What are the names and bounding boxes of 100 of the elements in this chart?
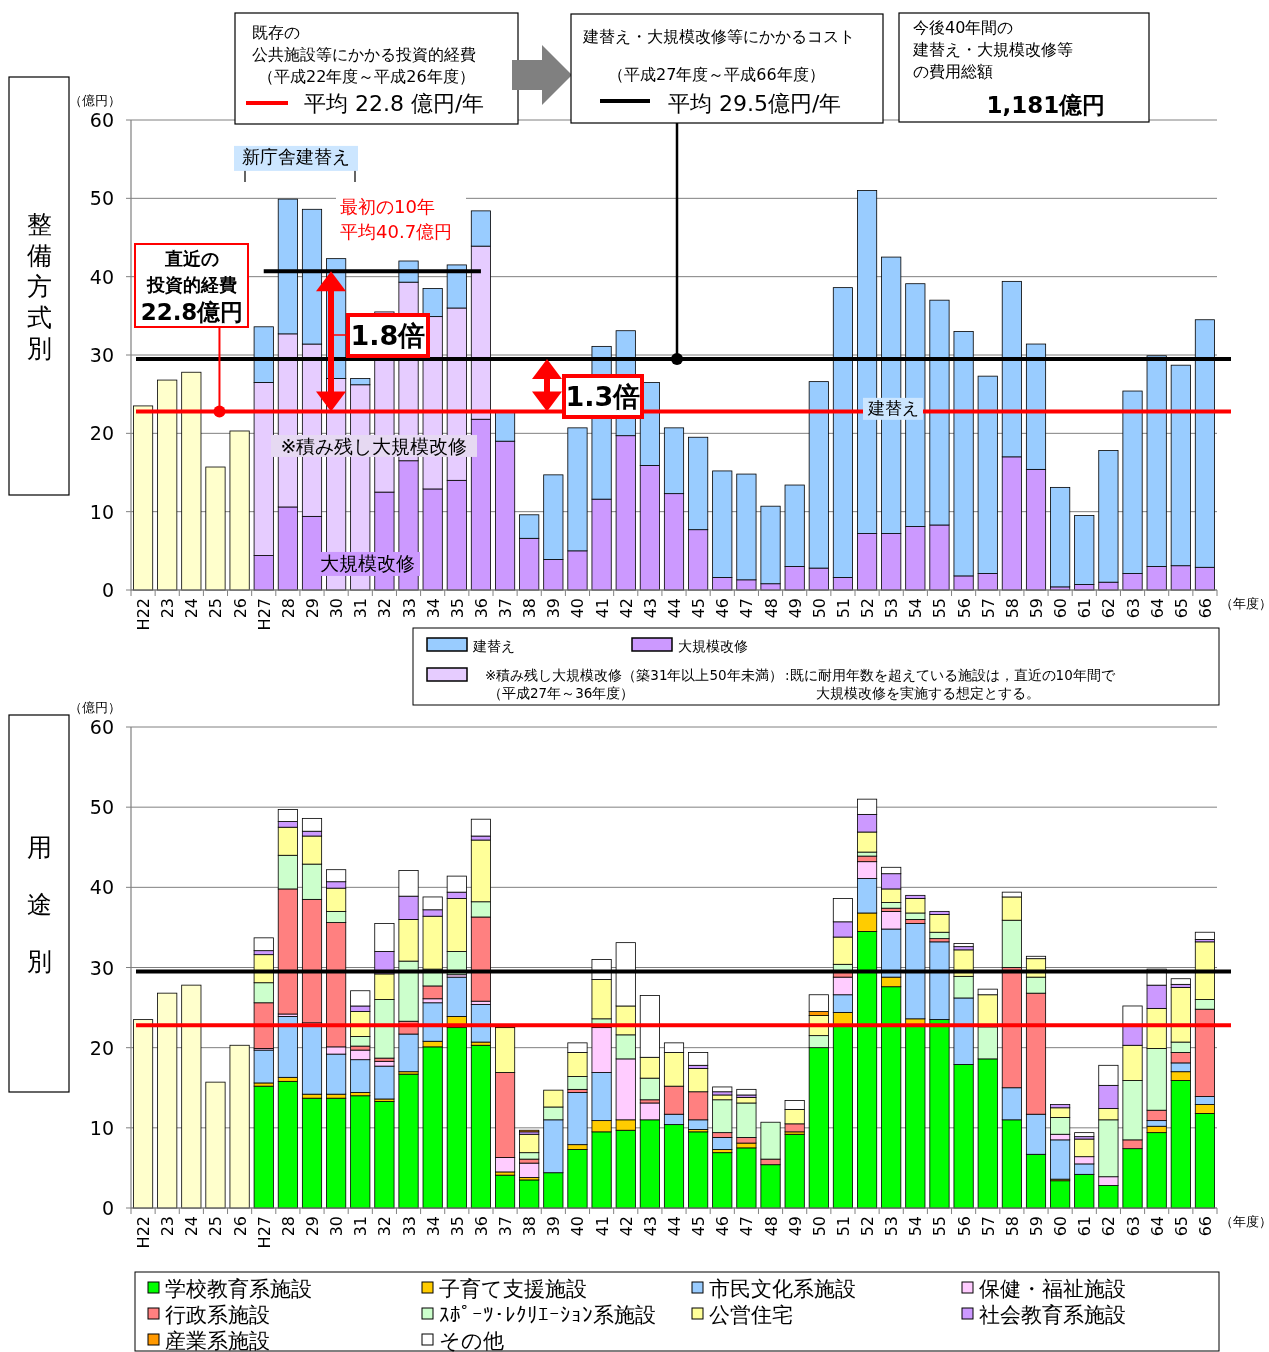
- x-tick-label: 54: [906, 598, 926, 619]
- x-tick-label: 30: [327, 1216, 347, 1237]
- x-tick-label: 40: [568, 598, 588, 619]
- legend-label: ※積み残し大規模改修（築31年以上50年未満）: [485, 667, 783, 683]
- x-tick-label: 38: [520, 1216, 540, 1237]
- annotation: 直近の: [164, 248, 219, 269]
- x-tick-label: 49: [785, 598, 805, 619]
- x-tick-label: 61: [1075, 1216, 1095, 1237]
- y-tick-label: 20: [89, 1036, 114, 1059]
- text: 大規模改修を実施する想定とする。: [816, 685, 1040, 701]
- x-tick-label: 55: [930, 598, 950, 619]
- x-tick-label: 39: [544, 598, 564, 619]
- x-tick-label: 48: [761, 598, 781, 619]
- x-tick-label: 26: [230, 1216, 250, 1237]
- y-tick-label: 30: [89, 956, 114, 979]
- x-tick-label: 42: [616, 598, 636, 619]
- legend-label: 学校教育系施設: [165, 1277, 312, 1301]
- text: 建替え・大規模改修等にかかるコスト: [582, 27, 855, 46]
- x-axis-title: （年度）: [1220, 596, 1269, 611]
- x-tick-label: 60: [1051, 598, 1071, 619]
- x-tick-label: 48: [761, 1216, 781, 1237]
- text: 公共施設等にかかる投資的経費: [252, 45, 476, 64]
- text: （平成27年～36年度）: [488, 685, 635, 701]
- y-tick-label: 10: [89, 1116, 114, 1139]
- x-tick-label: 28: [278, 598, 298, 619]
- x-tick-label: 52: [858, 1216, 878, 1237]
- x-tick-label: 56: [954, 1216, 974, 1237]
- x-tick-label: 41: [592, 1216, 612, 1237]
- x-tick-label: 29: [303, 598, 322, 619]
- y-tick-label: 40: [89, 265, 114, 288]
- annotation: 1.3倍: [565, 381, 641, 412]
- x-tick-label: 31: [351, 598, 371, 619]
- y-tick-label: 30: [89, 344, 114, 366]
- x-tick-label: 56: [954, 598, 974, 619]
- x-tick-label: 26: [230, 598, 250, 619]
- legend-label: 行政系施設: [165, 1303, 270, 1327]
- x-tick-label: 49: [785, 1216, 805, 1237]
- x-tick-label: 23: [158, 598, 178, 619]
- x-tick-label: H27: [254, 1216, 274, 1249]
- y-tick-label: 60: [89, 716, 114, 738]
- legend-label: 公営住宅: [709, 1303, 793, 1327]
- x-tick-label: 25: [206, 1216, 226, 1237]
- x-tick-label: 65: [1171, 598, 1191, 619]
- x-tick-label: 39: [544, 1216, 564, 1237]
- x-tick-label: 34: [423, 1216, 443, 1237]
- x-tick-label: 28: [278, 1216, 298, 1237]
- legend-label: 平均 22.8 億円/年: [304, 91, 485, 116]
- x-tick-label: 25: [206, 598, 226, 619]
- x-tick-label: 53: [882, 598, 902, 619]
- x-tick-label: 33: [399, 1216, 419, 1237]
- x-tick-label: 52: [858, 598, 878, 619]
- x-tick-label: 41: [592, 598, 612, 619]
- x-tick-label: 33: [399, 598, 419, 619]
- legend-label: 産業系施設: [165, 1329, 270, 1352]
- x-tick-label: 44: [665, 1216, 684, 1237]
- legend-label: 平均 29.5億円/年: [668, 91, 842, 116]
- y-tick-label: 0: [101, 1197, 114, 1219]
- y-axis-title: （億円）: [69, 700, 121, 715]
- x-tick-label: 32: [375, 598, 395, 619]
- legend-label: その他: [439, 1329, 504, 1352]
- x-tick-label: 45: [689, 598, 709, 619]
- annotation: 最初の10年: [340, 196, 435, 217]
- x-tick-label: 57: [978, 598, 998, 619]
- annotation: 1.8倍: [350, 320, 426, 351]
- x-tick-label: H27: [254, 598, 274, 631]
- y-tick-label: 10: [89, 500, 114, 523]
- x-tick-label: 43: [640, 598, 660, 619]
- x-tick-label: 66: [1195, 1216, 1215, 1237]
- x-tick-label: 59: [1027, 598, 1046, 619]
- x-tick-label: 30: [327, 598, 347, 619]
- legend-label: 大規模改修: [678, 638, 748, 654]
- x-tick-label: 36: [471, 598, 491, 619]
- text: （平成22年度～平成26年度）: [258, 67, 475, 86]
- y-tick-label: 60: [89, 109, 114, 131]
- x-tick-label: 63: [1123, 598, 1143, 619]
- x-tick-label: 62: [1099, 598, 1119, 619]
- y-tick-label: 50: [89, 187, 114, 210]
- x-tick-label: 59: [1027, 1216, 1046, 1237]
- annotation: 新庁舎建替え: [242, 146, 350, 167]
- x-tick-label: 37: [496, 598, 516, 619]
- x-tick-label: 58: [1002, 598, 1022, 619]
- text: 今後40年間の: [913, 18, 1014, 37]
- x-tick-label: 35: [447, 598, 467, 619]
- x-tick-label: 50: [809, 598, 829, 619]
- x-tick-label: 45: [689, 1216, 709, 1237]
- y-tick-label: 50: [89, 796, 114, 819]
- x-axis-title: （年度）: [1220, 1214, 1269, 1229]
- text: の費用総額: [913, 62, 993, 81]
- x-tick-label: 51: [833, 1216, 853, 1237]
- annotation: 22.8億円: [140, 299, 244, 325]
- annotation: 大規模改修: [319, 552, 415, 574]
- x-tick-label: H22: [134, 598, 154, 631]
- legend-label: 市民文化系施設: [709, 1277, 856, 1301]
- x-tick-label: 31: [351, 1216, 371, 1237]
- y-tick-label: 40: [89, 876, 114, 899]
- x-tick-label: 24: [182, 1216, 202, 1237]
- x-tick-label: 58: [1002, 1216, 1022, 1237]
- legend-label: 子育て支援施設: [439, 1277, 587, 1301]
- x-tick-label: 35: [447, 1216, 467, 1237]
- text: （平成27年度～平成66年度）: [608, 65, 825, 84]
